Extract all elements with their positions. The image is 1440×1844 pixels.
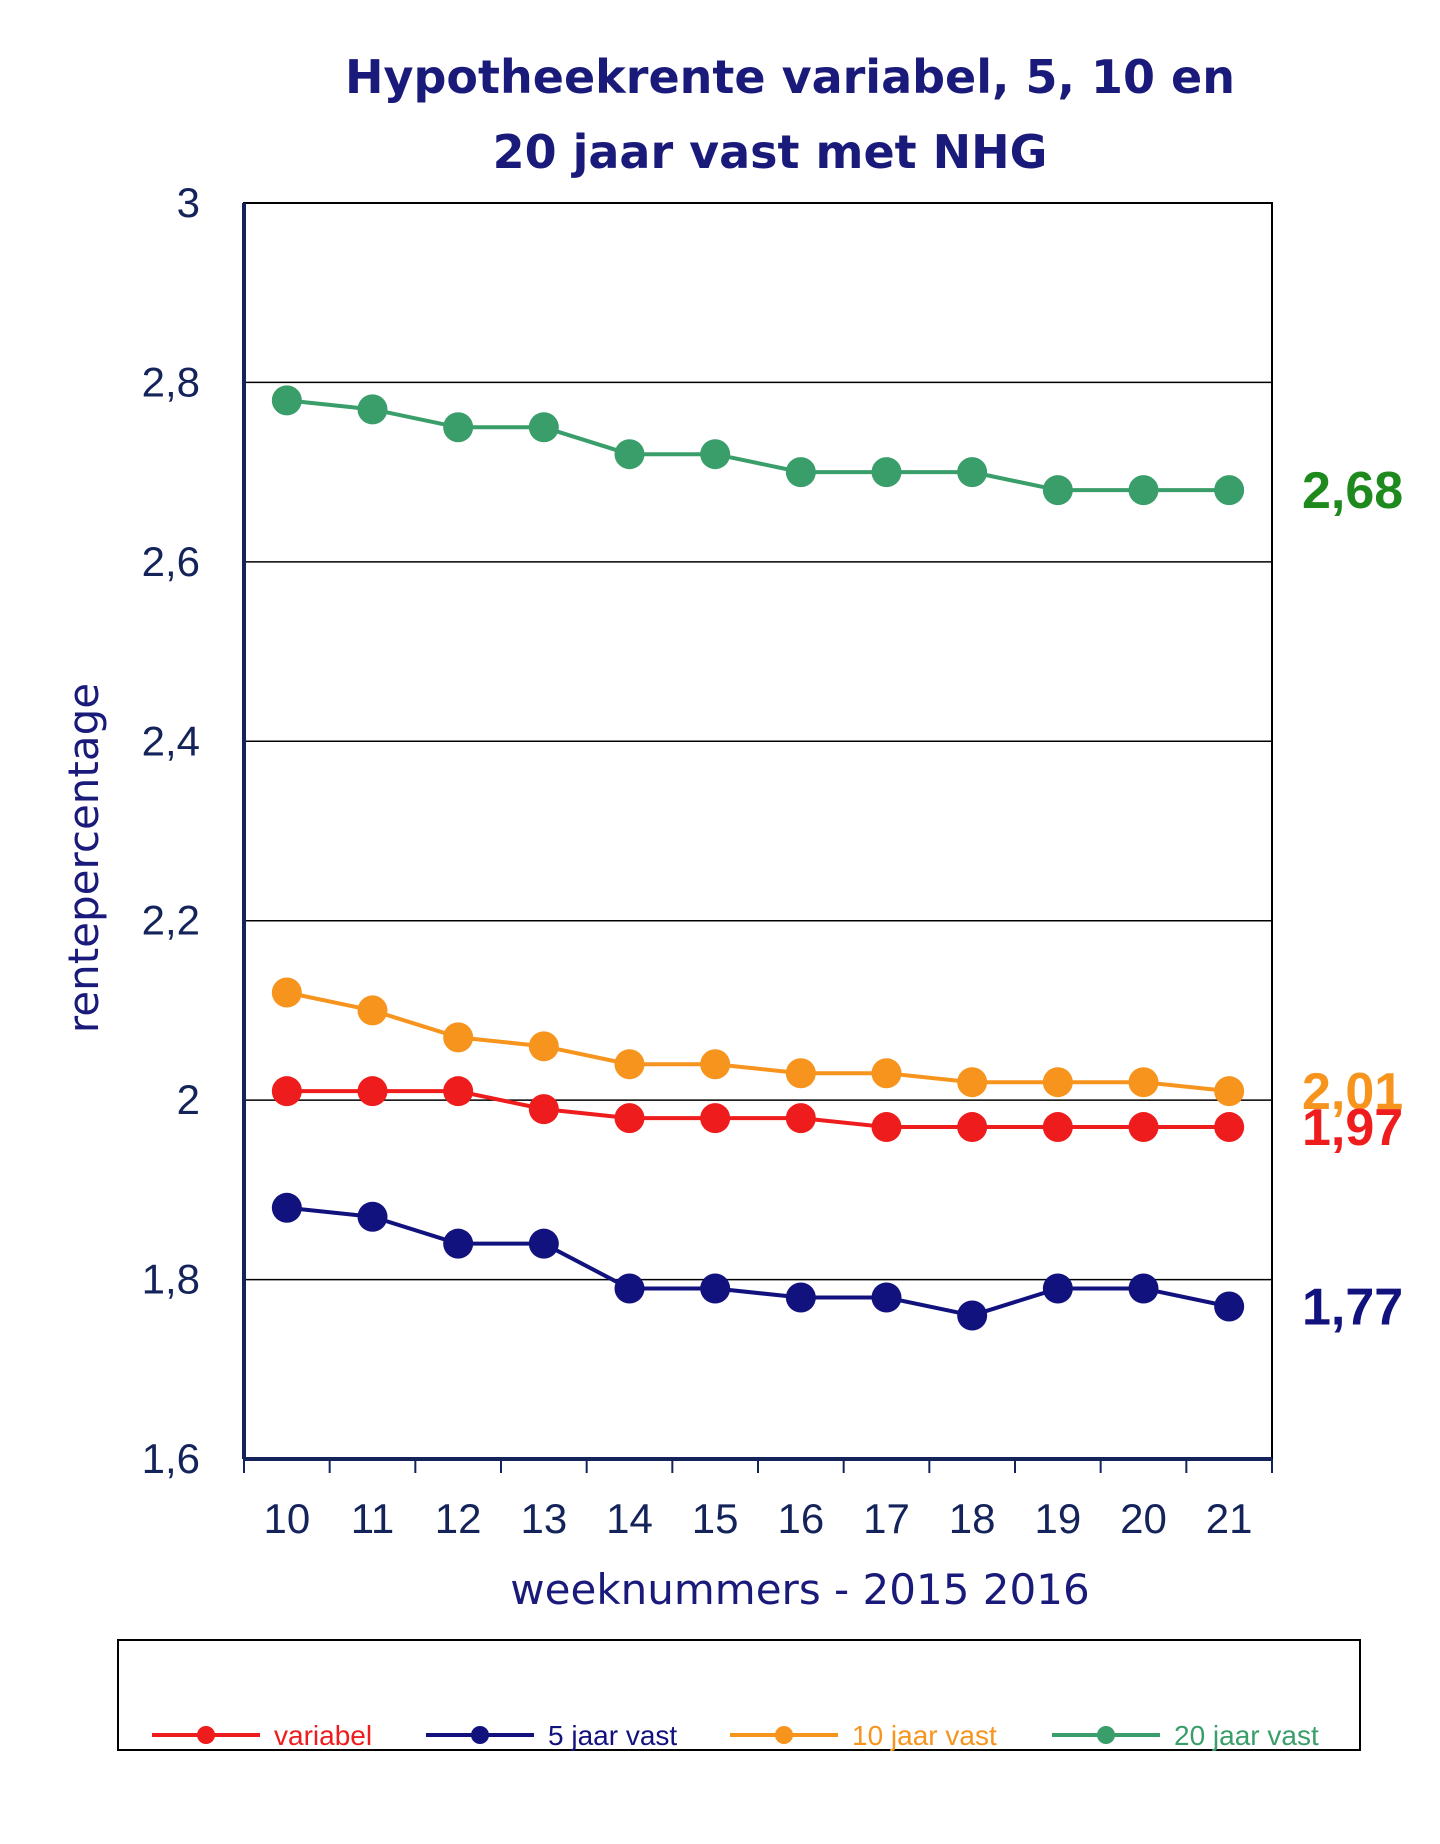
data-point xyxy=(1214,1076,1245,1107)
x-tick-label: 15 xyxy=(692,1495,739,1542)
series-line xyxy=(286,1089,1230,1130)
y-tick-label: 3 xyxy=(177,179,200,226)
data-point xyxy=(871,457,902,488)
x-tick-label: 21 xyxy=(1206,1495,1253,1542)
legend-label: 5 jaar vast xyxy=(548,1720,677,1751)
legend-swatch-marker xyxy=(775,1726,793,1744)
data-point xyxy=(1128,1112,1159,1143)
data-point xyxy=(357,1201,388,1232)
data-point xyxy=(357,995,388,1026)
data-point xyxy=(1214,1291,1245,1322)
data-point xyxy=(1214,475,1245,506)
data-point xyxy=(957,1112,988,1143)
data-point xyxy=(271,1192,302,1223)
data-point xyxy=(271,977,302,1008)
data-point xyxy=(528,412,559,443)
data-point xyxy=(700,1049,731,1080)
x-tick-label: 11 xyxy=(351,1495,395,1542)
x-tick-label: 18 xyxy=(949,1495,996,1542)
x-tick-label: 14 xyxy=(606,1495,653,1542)
data-point xyxy=(871,1282,902,1313)
end-value-label: 2,68 xyxy=(1302,462,1403,520)
y-tick-label: 2,8 xyxy=(142,358,200,405)
data-point xyxy=(957,1300,988,1331)
end-value-label: 1,97 xyxy=(1302,1099,1403,1157)
data-point xyxy=(1042,1067,1073,1098)
data-point xyxy=(700,1273,731,1304)
y-tick-label: 2,6 xyxy=(142,538,200,585)
end-labels: 2,011,97 1,77 2,68 xyxy=(1302,462,1403,1336)
data-point xyxy=(1042,1273,1073,1304)
data-point xyxy=(785,1282,816,1313)
data-point xyxy=(957,1067,988,1098)
x-tick-label: 13 xyxy=(520,1495,567,1542)
data-point xyxy=(528,1094,559,1125)
legend-label: variabel xyxy=(274,1720,372,1751)
end-value-label: 2,01 xyxy=(1302,1063,1403,1121)
x-tick-label: 19 xyxy=(1034,1495,1081,1542)
x-axis-label: weeknummers - 2015 2016 xyxy=(510,1565,1089,1614)
data-point xyxy=(443,1228,474,1259)
y-tick-label: 2,2 xyxy=(142,897,200,944)
series-layer xyxy=(271,385,1245,1331)
data-point xyxy=(614,1273,645,1304)
data-point xyxy=(785,1103,816,1134)
data-point xyxy=(785,457,816,488)
data-point xyxy=(443,412,474,443)
x-tick-label: 17 xyxy=(863,1495,910,1542)
data-point xyxy=(271,1076,302,1107)
data-point xyxy=(1042,475,1073,506)
data-point xyxy=(614,1103,645,1134)
plot-area-border xyxy=(243,202,1273,1460)
data-point xyxy=(1214,1112,1245,1143)
data-point xyxy=(1042,1112,1073,1143)
series-line xyxy=(286,1205,1230,1318)
data-point xyxy=(528,1228,559,1259)
axes: 1,6 1,8 2 2,2 2,4 2,6 2,8 3 10 11 12 13 14 15 16 17 18 19… xyxy=(142,179,1273,1542)
data-point xyxy=(957,457,988,488)
end-value-label: 1,77 xyxy=(1302,1278,1403,1336)
data-point xyxy=(700,1103,731,1134)
x-tick-label: 20 xyxy=(1120,1495,1167,1542)
data-point xyxy=(271,385,302,416)
data-point xyxy=(357,394,388,425)
data-point xyxy=(614,1049,645,1080)
data-point xyxy=(1128,475,1159,506)
y-tick-label: 2 xyxy=(177,1076,200,1123)
legend-swatch-marker xyxy=(471,1726,489,1744)
legend-label: 10 jaar vast xyxy=(852,1720,997,1751)
data-point xyxy=(357,1076,388,1107)
data-point xyxy=(1128,1067,1159,1098)
chart-title-line-1: Hypotheekrente variabel, 5, 10 en xyxy=(345,50,1235,104)
data-point xyxy=(528,1031,559,1062)
x-tick-label: 12 xyxy=(435,1495,482,1542)
chart-title-line-2: 20 jaar vast met NHG xyxy=(493,125,1048,179)
y-tick-label: 2,4 xyxy=(142,717,200,764)
series-line xyxy=(286,990,1230,1094)
y-axis-label: rentepercentage xyxy=(59,683,108,1033)
legend-label: 20 jaar vast xyxy=(1174,1720,1319,1751)
data-point xyxy=(871,1112,902,1143)
legend: variabel 5 jaar vast 10 jaar vast 20 jaar v… xyxy=(152,1720,1319,1751)
legend-box xyxy=(117,1639,1361,1751)
data-point xyxy=(443,1076,474,1107)
data-point xyxy=(614,439,645,470)
legend-swatch-marker xyxy=(197,1726,215,1744)
legend-swatch-marker xyxy=(1097,1726,1115,1744)
x-tick-label: 10 xyxy=(263,1495,310,1542)
data-point xyxy=(785,1058,816,1089)
data-point xyxy=(700,439,731,470)
data-point xyxy=(871,1058,902,1089)
x-tick-label: 16 xyxy=(777,1495,824,1542)
y-tick-label: 1,6 xyxy=(142,1435,200,1482)
series-line xyxy=(286,398,1230,493)
y-tick-label: 1,8 xyxy=(142,1256,200,1303)
data-point xyxy=(1128,1273,1159,1304)
data-point xyxy=(443,1022,474,1053)
gridlines xyxy=(244,381,1272,1281)
